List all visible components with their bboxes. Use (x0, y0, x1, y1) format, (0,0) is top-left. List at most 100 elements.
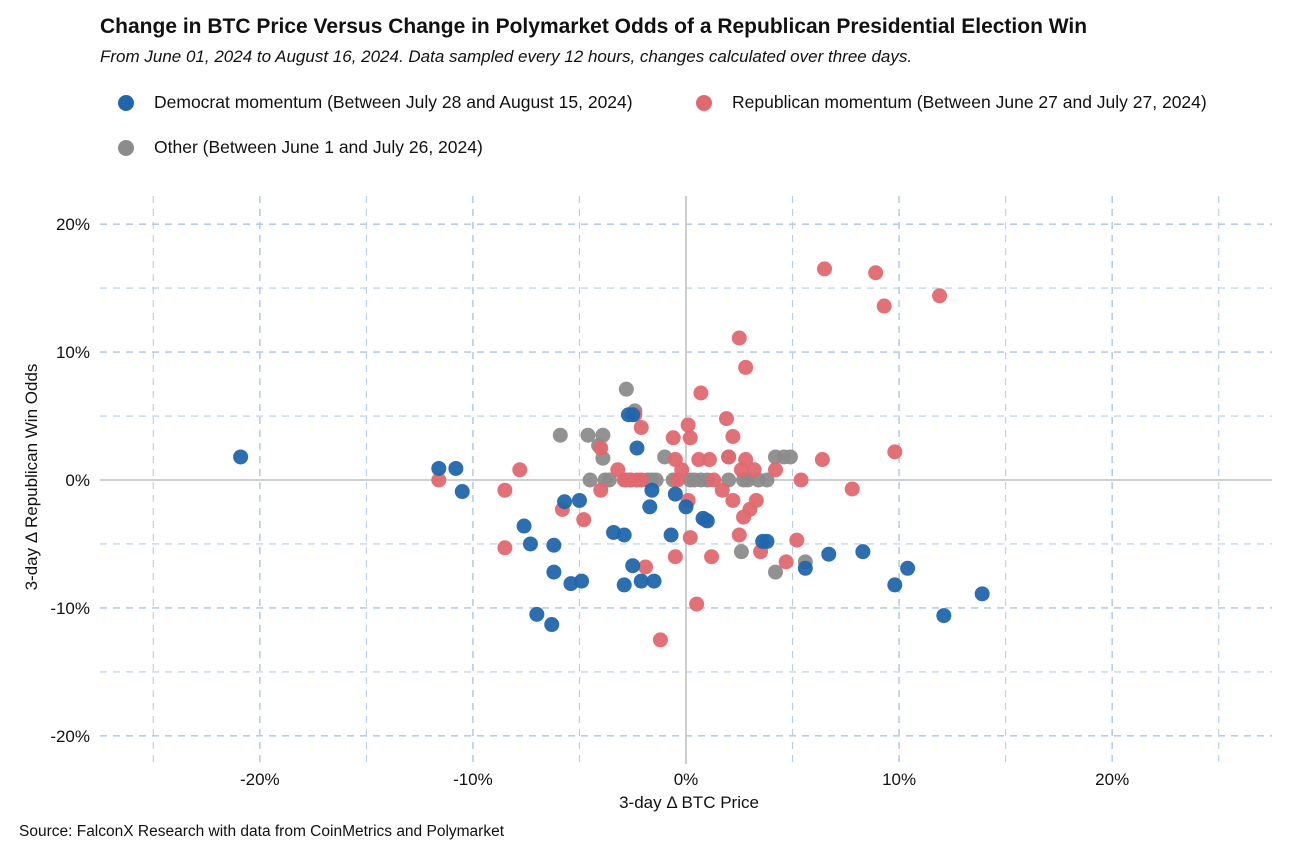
point-republican (721, 449, 737, 465)
point-other (580, 427, 596, 443)
point-democrat (642, 499, 658, 515)
source-note: Source: FalconX Research with data from … (19, 823, 505, 840)
point-republican (701, 452, 717, 468)
y-tick-labels: -20% -10% 0% 10% 20% (50, 215, 90, 746)
point-democrat (855, 544, 871, 560)
point-democrat (759, 533, 775, 549)
point-republican (876, 298, 892, 314)
point-republican (682, 430, 698, 446)
point-republican (887, 444, 903, 460)
point-democrat (529, 606, 545, 622)
point-democrat (233, 449, 249, 465)
point-democrat (616, 527, 632, 543)
x-tick-label: -10% (453, 770, 493, 789)
point-democrat (821, 546, 837, 562)
legend-dot-other (118, 139, 134, 156)
point-republican (704, 549, 720, 565)
x-tick-label: 10% (882, 770, 916, 789)
point-republican (718, 411, 734, 427)
point-republican (674, 462, 690, 478)
point-republican (633, 472, 649, 488)
y-tick-label: -10% (50, 599, 90, 618)
point-democrat (522, 536, 538, 552)
point-republican (689, 596, 705, 612)
data-points (233, 261, 990, 648)
legend-dot-democrat (118, 94, 134, 111)
legend-label-democrat: Democrat momentum (Between July 28 and A… (154, 92, 633, 112)
point-republican (746, 462, 762, 478)
point-republican (817, 261, 833, 277)
point-other (759, 472, 775, 488)
point-republican (691, 452, 707, 468)
point-democrat (797, 560, 813, 576)
legend-label-other: Other (Between June 1 and July 26, 2024) (154, 137, 483, 157)
point-democrat (557, 494, 573, 510)
point-democrat (544, 617, 560, 633)
point-democrat (616, 577, 632, 593)
legend-item-democrat: Democrat momentum (Between July 28 and A… (118, 92, 633, 113)
point-republican (738, 359, 754, 375)
x-tick-label: 20% (1095, 770, 1129, 789)
legend-item-other: Other (Between June 1 and July 26, 2024) (118, 137, 483, 158)
point-democrat (574, 573, 590, 589)
point-republican (731, 330, 747, 346)
y-tick-label: 0% (65, 471, 90, 490)
chart-title: Change in BTC Price Versus Change in Pol… (100, 15, 1088, 38)
point-democrat (633, 573, 649, 589)
x-tick-label: 0% (674, 770, 699, 789)
x-tick-labels: -20% -10% 0% 10% 20% (240, 770, 1129, 789)
point-republican (593, 482, 609, 498)
point-republican (814, 452, 830, 468)
point-democrat (900, 560, 916, 576)
y-axis-title: 3-day Δ Republican Win Odds (22, 364, 41, 591)
point-democrat (546, 564, 562, 580)
y-tick-label: 10% (56, 343, 90, 362)
point-other (601, 472, 617, 488)
point-other (767, 564, 783, 580)
point-democrat (646, 573, 662, 589)
point-democrat (667, 486, 683, 502)
point-democrat (571, 492, 587, 508)
point-republican (706, 472, 722, 488)
point-republican (778, 554, 794, 570)
point-other (733, 544, 749, 560)
legend-item-republican: Republican momentum (Between June 27 and… (696, 92, 1207, 113)
point-democrat (448, 460, 464, 476)
point-democrat (516, 518, 532, 534)
chart-subtitle: From June 01, 2024 to August 16, 2024. D… (100, 47, 913, 66)
point-other (618, 381, 634, 397)
point-other (552, 427, 568, 443)
point-republican (767, 462, 783, 478)
point-republican (693, 385, 709, 401)
point-republican (431, 472, 447, 488)
point-republican (638, 559, 654, 575)
point-republican (665, 430, 681, 446)
point-republican (738, 452, 754, 468)
point-republican (731, 527, 747, 543)
point-democrat (887, 577, 903, 593)
x-tick-label: -20% (240, 770, 280, 789)
point-republican (932, 288, 948, 304)
point-democrat (699, 513, 715, 529)
point-republican (793, 472, 809, 488)
y-tick-label: -20% (50, 727, 90, 746)
point-other (595, 427, 611, 443)
point-republican (593, 440, 609, 456)
point-democrat (625, 558, 641, 574)
y-tick-label: 20% (56, 215, 90, 234)
legend-label-republican: Republican momentum (Between June 27 and… (732, 92, 1207, 112)
point-democrat (625, 407, 641, 423)
point-other (582, 472, 598, 488)
point-democrat (663, 527, 679, 543)
point-republican (633, 420, 649, 436)
point-republican (748, 492, 764, 508)
point-republican (682, 530, 698, 546)
point-democrat (644, 482, 660, 498)
point-democrat (974, 586, 990, 602)
point-republican (725, 492, 741, 508)
point-democrat (678, 499, 694, 515)
point-other (782, 449, 798, 465)
point-republican (725, 429, 741, 445)
point-democrat (546, 537, 562, 553)
